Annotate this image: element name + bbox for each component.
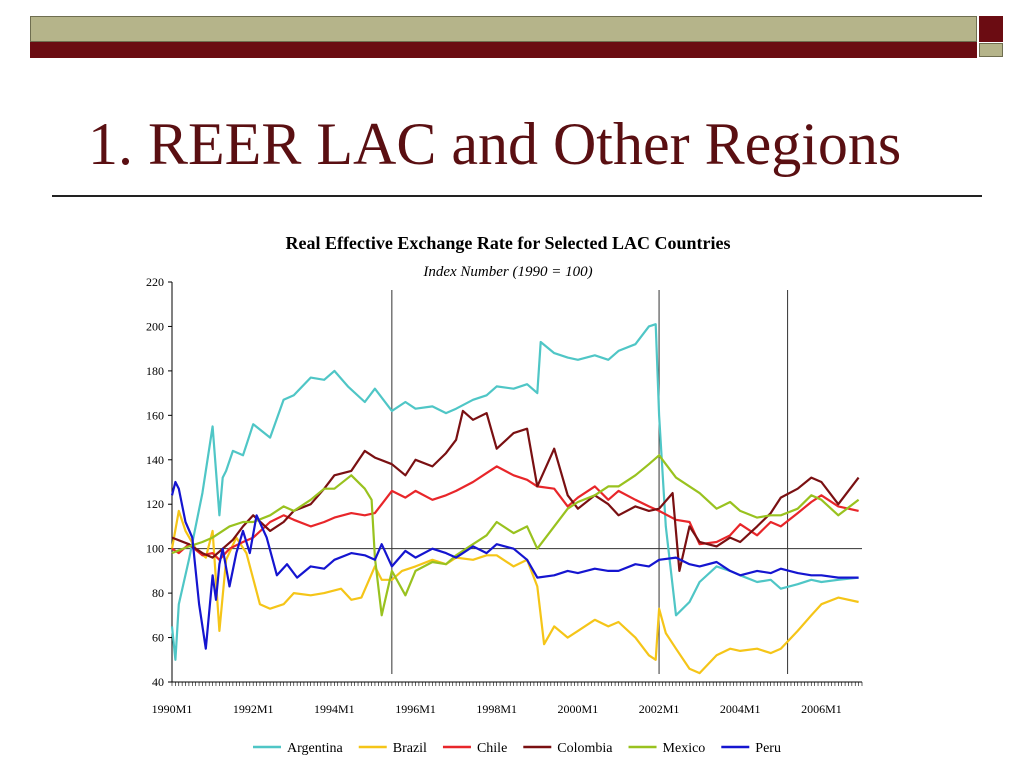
chart-title: Real Effective Exchange Rate for Selecte… — [285, 233, 730, 253]
legend-label-peru: Peru — [755, 741, 781, 756]
x-tick-label: 1998M1 — [476, 702, 517, 716]
plot-area: 40 60 80 100 120 140 160 180 200 220 1990M1 1992M1 1… — [146, 275, 863, 716]
x-tick-label: 2000M1 — [558, 702, 599, 716]
x-tick-label: 1996M1 — [395, 702, 436, 716]
y-tick-label: 120 — [146, 497, 164, 511]
series-line-mexico — [171, 454, 860, 617]
x-tick-label: 1994M1 — [314, 702, 355, 716]
y-tick-label: 160 — [146, 408, 164, 422]
x-tick-label: 1992M1 — [233, 702, 274, 716]
x-tick-label: 2002M1 — [639, 702, 680, 716]
series-line-argentina — [170, 323, 859, 661]
series-line-brazil — [170, 509, 859, 675]
y-tick-label: 140 — [146, 453, 164, 467]
y-tick-label: 60 — [152, 631, 164, 645]
legend-label-brazil: Brazil — [393, 741, 427, 756]
x-tick-label: 2004M1 — [720, 702, 761, 716]
series-line-peru — [170, 480, 859, 650]
legend-label-colombia: Colombia — [557, 741, 613, 756]
corner-square-olive — [979, 43, 1003, 57]
x-tick-label: 1990M1 — [152, 702, 193, 716]
series-line-chile — [171, 465, 859, 561]
y-tick-label: 200 — [146, 319, 164, 333]
y-tick-label: 100 — [146, 542, 164, 556]
title-rule — [52, 195, 982, 197]
top-decor-bar — [30, 16, 977, 58]
reer-line-chart: Real Effective Exchange Rate for Selecte… — [146, 233, 863, 756]
y-tick-label: 80 — [152, 586, 164, 600]
series-line-colombia — [171, 409, 860, 572]
y-tick-label: 220 — [146, 275, 164, 289]
y-tick-label: 180 — [146, 364, 164, 378]
legend-label-chile: Chile — [477, 741, 507, 756]
legend-label-mexico: Mexico — [663, 741, 706, 756]
legend: Argentina Brazil Chile Colombia Mexico Peru — [253, 741, 781, 756]
legend-label-argentina: Argentina — [287, 741, 344, 756]
chart-subtitle: Index Number (1990 = 100) — [422, 264, 592, 280]
corner-square-maroon — [979, 16, 1003, 42]
top-maroon-band — [30, 42, 977, 58]
x-tick-label: 2006M1 — [801, 702, 842, 716]
y-tick-label: 40 — [152, 675, 164, 689]
slide-title: 1. REER LAC and Other Regions — [88, 111, 902, 177]
top-olive-band — [30, 16, 977, 42]
